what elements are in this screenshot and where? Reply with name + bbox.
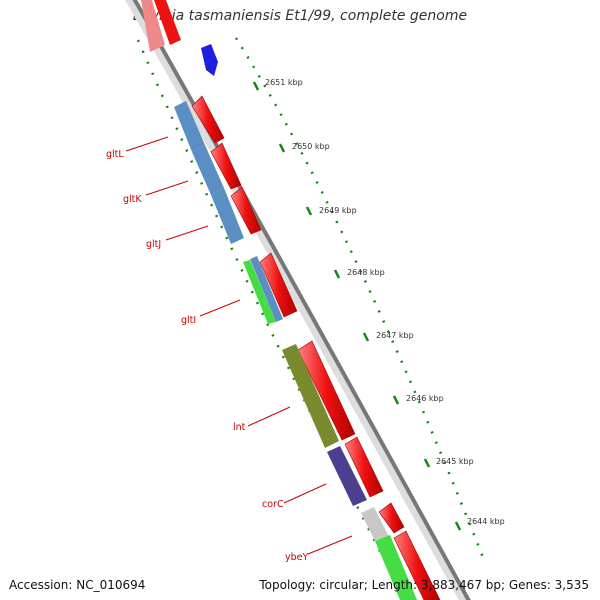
feature-top-pink xyxy=(141,0,165,52)
tick-label-2650: 2650 kbp xyxy=(292,142,330,151)
forward-genes xyxy=(191,95,441,600)
tick-label-2649: 2649 kbp xyxy=(319,206,357,215)
tick-label-2647: 2647 kbp xyxy=(376,331,414,340)
backbone xyxy=(125,0,471,600)
gene-gltJ-body xyxy=(211,188,244,244)
reverse-strand-gene xyxy=(201,44,218,76)
gene-lnt-body xyxy=(282,344,339,448)
gene-label-gltI: gltI xyxy=(181,315,196,326)
tick-marks xyxy=(252,81,462,531)
tick-label-2645: 2645 kbp xyxy=(436,457,474,466)
accession-text: Accession: NC_010694 xyxy=(9,578,146,592)
gene-label-lnt: lnt xyxy=(233,422,246,433)
gene-label-ybeY: ybeY xyxy=(285,552,308,563)
gene-label-gltL: gltL xyxy=(106,149,124,160)
tick-label-2651: 2651 kbp xyxy=(265,78,303,87)
tick-label-2646: 2646 kbp xyxy=(406,394,444,403)
tick-label-2644: 2644 kbp xyxy=(467,517,505,526)
feature-top-red xyxy=(154,0,181,45)
genome-summary: Topology: circular; Length: 3,883,467 bp… xyxy=(259,578,589,592)
gene-label-corC: corC xyxy=(262,499,284,510)
gene-gltK-body xyxy=(192,145,224,195)
gene-gltL-body xyxy=(174,101,205,152)
gene-ybeY-body xyxy=(375,535,417,600)
gene-gltI-blue xyxy=(250,256,283,322)
gene-label-gltK: gltK xyxy=(123,194,142,205)
gene-gltI-green xyxy=(243,260,276,324)
map-title: Erwinia tasmaniensis Et1/99, complete ge… xyxy=(132,8,468,24)
gene-corC-body xyxy=(327,446,367,506)
tick-label-2648: 2648 kbp xyxy=(347,268,385,277)
label-leaders xyxy=(125,136,353,555)
gene-label-gltJ: gltJ xyxy=(146,239,161,250)
